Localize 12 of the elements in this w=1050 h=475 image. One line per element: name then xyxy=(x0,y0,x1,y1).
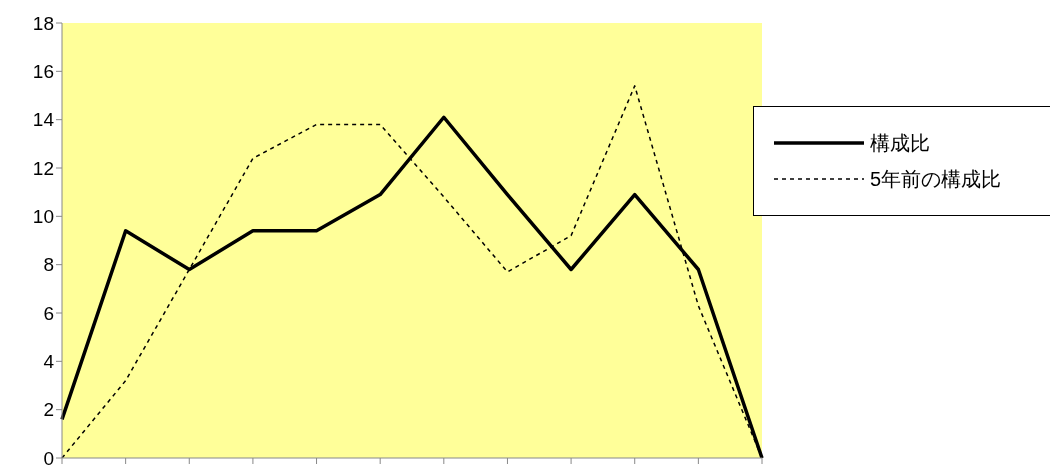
y-tick-label: 2 xyxy=(43,399,54,421)
y-tick-label: 6 xyxy=(43,302,54,324)
y-tick-label: 18 xyxy=(32,12,54,34)
y-tick-label: 10 xyxy=(32,206,54,228)
legend-label: 5年前の構成比 xyxy=(870,166,1002,192)
y-tick-label: 12 xyxy=(32,157,54,179)
legend-label: 構成比 xyxy=(870,130,930,156)
y-tick-label: 8 xyxy=(43,254,54,276)
y-tick-label: 14 xyxy=(32,109,55,131)
y-tick-label: 16 xyxy=(32,61,54,83)
y-tick-label: 0 xyxy=(43,447,54,469)
y-tick-label: 4 xyxy=(43,351,55,373)
